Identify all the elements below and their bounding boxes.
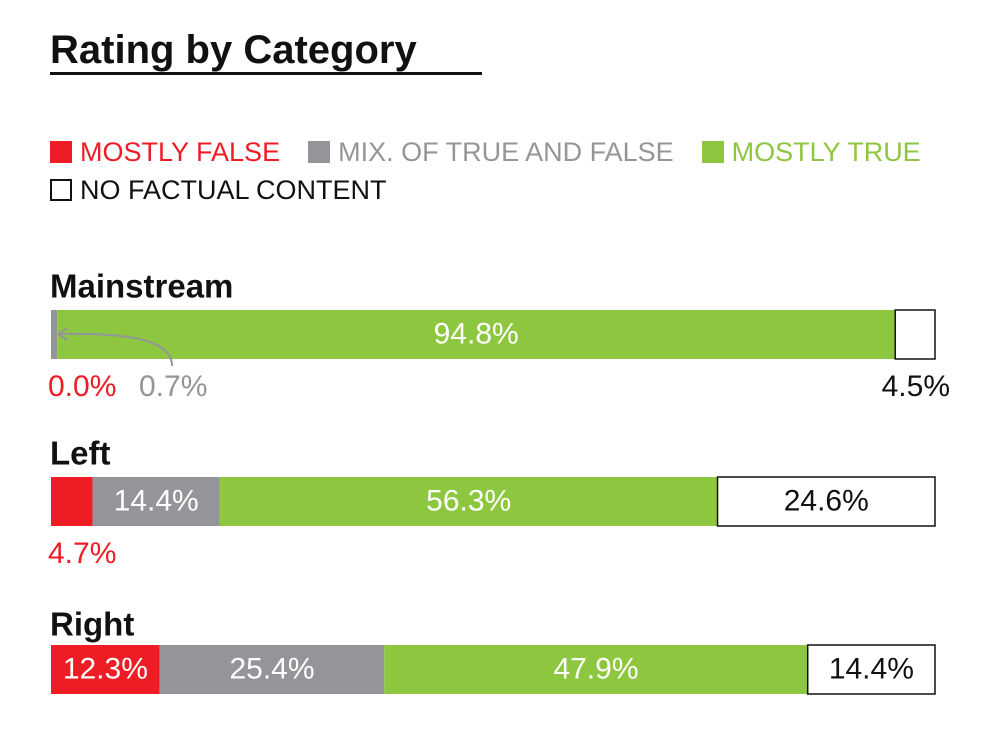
legend-item-mostly-true: MOSTLY TRUE	[701, 133, 921, 171]
category-label-mainstream: Mainstream	[50, 268, 233, 305]
chart-title: Rating by Category	[50, 28, 417, 72]
category-label-left: Left	[50, 435, 111, 472]
legend-label-mostly-false: MOSTLY FALSE	[80, 137, 281, 167]
legend-label-no-factual: NO FACTUAL CONTENT	[80, 175, 387, 205]
legend-swatch-mostly-false	[50, 141, 72, 163]
value-label-left-mix: 14.4%	[114, 484, 199, 517]
legend-item-no-factual: NO FACTUAL CONTENT	[50, 171, 387, 209]
value-label-right-mix: 25.4%	[229, 652, 314, 685]
bar-mainstream-no-factual	[894, 309, 936, 360]
bar-right-no-factual	[806, 644, 936, 695]
value-label-right-mostly-false: 12.3%	[63, 652, 148, 685]
value-label-left-no-factual: 24.6%	[784, 484, 869, 517]
legend-label-mostly-true: MOSTLY TRUE	[731, 137, 921, 167]
bar-right-mostly-true	[384, 645, 808, 694]
bar-left-mostly-true	[219, 477, 718, 526]
value-label-mainstream-mostly-false: 0.0%	[48, 370, 116, 403]
legend-item-mostly-false: MOSTLY FALSE	[50, 133, 280, 171]
legend: MOSTLY FALSE MIX. OF TRUE AND FALSE MOST…	[50, 133, 950, 209]
title-underline	[50, 72, 482, 75]
bar-right-mix	[159, 645, 385, 694]
value-label-right-mostly-true: 47.9%	[553, 652, 638, 685]
bar-right-mostly-false	[51, 645, 160, 694]
value-label-mainstream-no-factual: 4.5%	[882, 370, 950, 403]
value-label-mainstream-mix: 0.7%	[139, 370, 207, 403]
bar-mainstream-mostly-true	[57, 310, 896, 359]
category-label-right: Right	[50, 606, 134, 643]
bar-left-mix	[92, 477, 220, 526]
legend-row-2: NO FACTUAL CONTENT	[50, 171, 950, 209]
pointer-arrow-line	[57, 332, 173, 367]
legend-swatch-mix	[308, 141, 331, 163]
bar-left-no-factual	[716, 476, 936, 527]
value-label-right-no-factual: 14.4%	[829, 652, 914, 685]
legend-swatch-no-factual	[50, 179, 72, 201]
pointer-arrow-head	[57, 327, 68, 341]
bar-mainstream-mix	[51, 310, 58, 359]
legend-swatch-mostly-true	[701, 141, 724, 163]
value-label-left-mostly-false: 4.7%	[48, 537, 116, 570]
value-label-mainstream-mostly-true: 94.8%	[434, 317, 519, 350]
bar-left-mostly-false	[51, 477, 93, 526]
legend-item-mix: MIX. OF TRUE AND FALSE	[308, 133, 674, 171]
value-label-left-mostly-true: 56.3%	[426, 484, 511, 517]
legend-row-1: MOSTLY FALSE MIX. OF TRUE AND FALSE MOST…	[50, 133, 950, 171]
legend-label-mix: MIX. OF TRUE AND FALSE	[338, 137, 674, 167]
